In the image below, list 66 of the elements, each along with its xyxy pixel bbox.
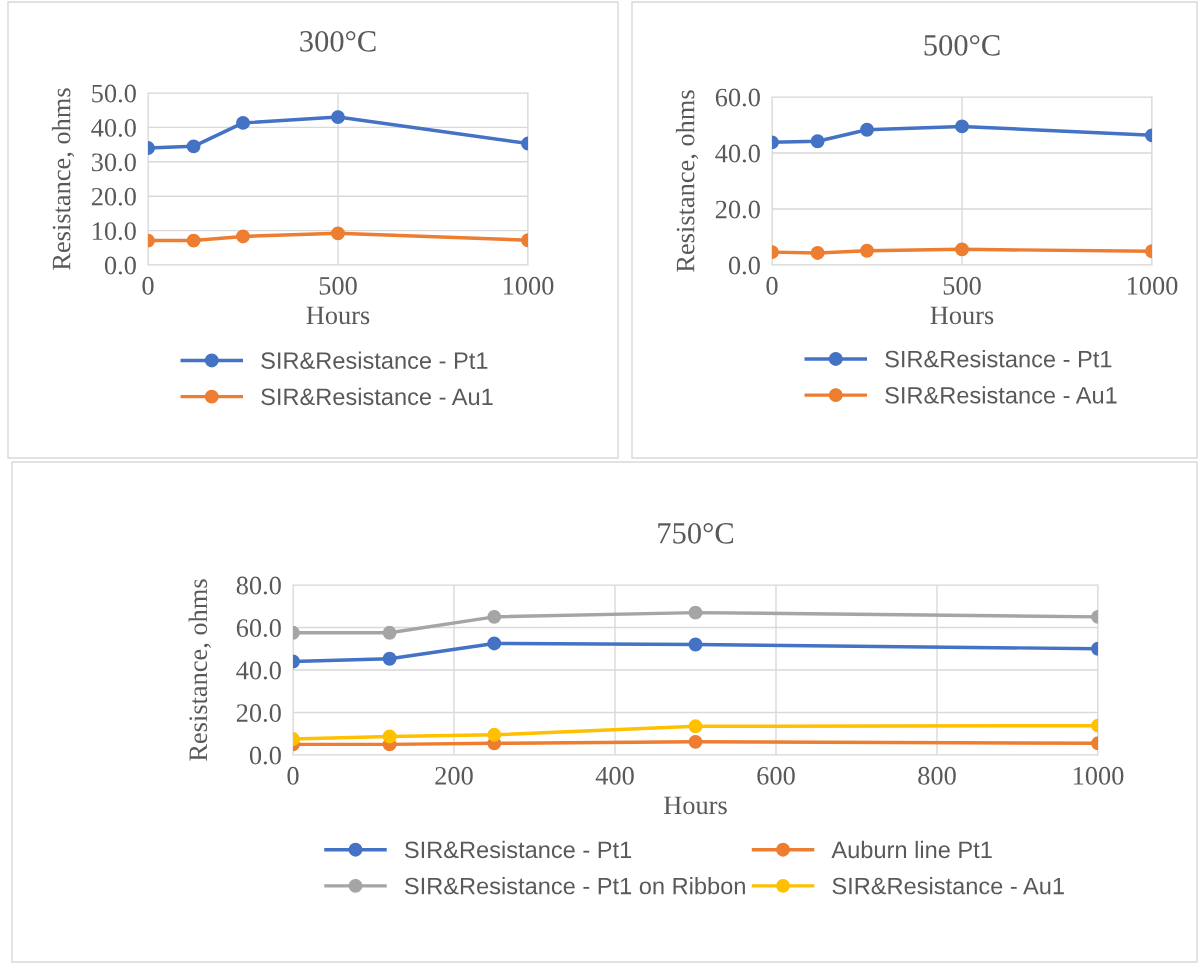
x-tick-label: 0: [766, 276, 778, 295]
x-tick-label: 600: [757, 766, 795, 785]
point: [688, 637, 703, 652]
point: [186, 139, 201, 154]
point: [487, 609, 502, 624]
point: [860, 243, 874, 258]
x-tick-label: 1000: [1073, 766, 1124, 785]
y-tick-label: 0.0: [249, 746, 281, 765]
x-tick-label: 0: [287, 766, 299, 785]
point: [810, 134, 825, 149]
point: [331, 226, 345, 241]
x-axis-title: Hours: [306, 306, 370, 325]
legend-label: SIR&Resistance - Au1: [832, 877, 1064, 895]
x-tick-label: 800: [918, 766, 956, 785]
x-tick-label: 500: [319, 276, 357, 295]
point: [688, 734, 703, 749]
y-tick-label: 80.0: [236, 576, 281, 595]
point: [688, 719, 703, 734]
y-tick-label: 60.0: [236, 619, 281, 638]
legend-label: SIR&Resistance - Pt1: [261, 351, 488, 369]
x-tick-label: 1000: [503, 276, 554, 295]
point: [860, 122, 874, 137]
y-tick-label: 10.0: [93, 222, 136, 241]
y-tick-label: 40.0: [715, 144, 760, 163]
point: [382, 651, 397, 666]
point: [236, 115, 250, 130]
x-tick-label: 400: [595, 766, 634, 785]
legend-label: SIR&Resistance - Pt1: [885, 350, 1112, 368]
point: [955, 119, 969, 134]
x-tick-label: 200: [435, 766, 473, 785]
x-tick-label: 0: [142, 276, 154, 295]
point: [382, 729, 397, 744]
y-tick-label: 20.0: [236, 704, 281, 723]
point: [236, 229, 250, 244]
point: [810, 246, 825, 260]
y-tick-label: 20.0: [91, 187, 136, 206]
point: [688, 605, 703, 620]
y-axis-title: Resistance, ohms: [675, 90, 699, 272]
x-tick-label: 1000: [1127, 276, 1178, 295]
point: [382, 625, 397, 640]
legend-label: SIR&Resistance - Au1: [261, 387, 493, 406]
y-tick-label: 20.0: [715, 200, 760, 219]
y-tick-label: 0.0: [104, 256, 136, 275]
point: [186, 233, 201, 248]
point: [487, 727, 502, 742]
y-tick-label: 60.0: [715, 88, 760, 107]
point: [487, 636, 502, 651]
legend-label: SIR&Resistance - Au1: [885, 386, 1117, 404]
legend-label: Auburn line Pt1: [831, 840, 992, 859]
point: [331, 110, 345, 125]
y-axis-title: Resistance, ohms: [51, 88, 75, 270]
x-axis-title: Hours: [930, 306, 994, 325]
legend-label: SIR&Resistance - Pt1 on Ribbon: [404, 877, 745, 895]
y-tick-label: 40.0: [91, 119, 136, 137]
y-axis-title: Resistance, ohms: [188, 579, 211, 761]
y-tick-label: 0.0: [728, 256, 760, 275]
chart-title: 500°C: [924, 35, 1000, 56]
x-axis-title: Hours: [664, 796, 727, 815]
legend-label: SIR&Resistance - Pt1: [404, 840, 632, 859]
y-tick-label: 30.0: [91, 153, 136, 172]
y-tick-label: 40.0: [236, 661, 281, 680]
point: [955, 242, 969, 257]
y-tick-label: 50.0: [92, 84, 136, 103]
chart-title: 750°C: [658, 523, 734, 544]
chart-title: 300°C: [300, 31, 376, 52]
x-tick-label: 500: [943, 276, 981, 295]
